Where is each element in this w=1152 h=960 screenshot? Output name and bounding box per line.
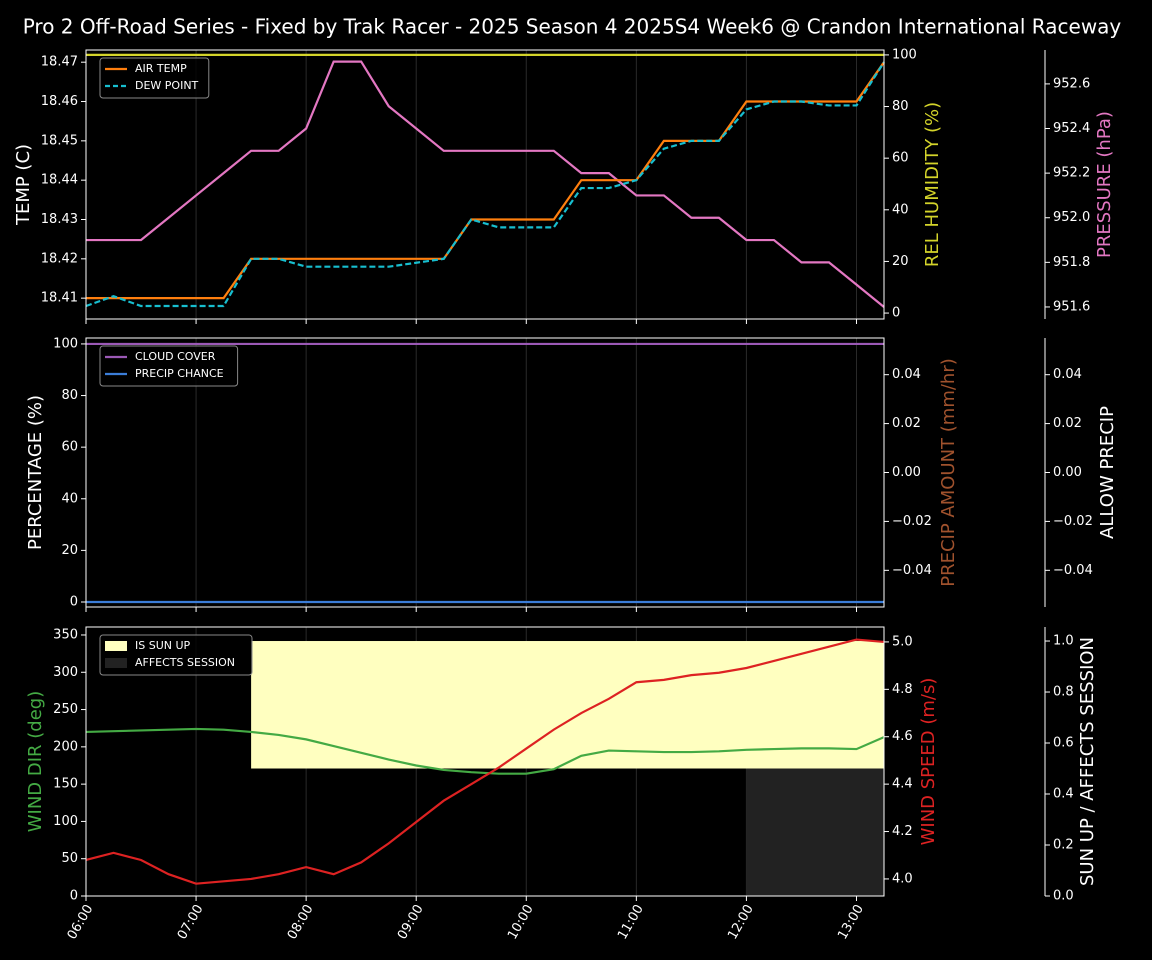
y-tick-label: 18.45 (41, 133, 78, 148)
y3-tick-label: 0.6 (1053, 736, 1074, 751)
y-tick-label: 18.46 (41, 94, 78, 109)
y3-tick-label: 1.0 (1053, 634, 1074, 649)
plot-frame (85, 337, 885, 608)
legend-label: PRECIP CHANCE (135, 367, 224, 380)
y-tick-label: 18.47 (41, 55, 78, 70)
y2-tick-label: 4.6 (892, 729, 913, 744)
y3-tick-label: −0.04 (1053, 563, 1093, 578)
y3-tick-label: −0.02 (1053, 514, 1093, 529)
y2-tick-label: 0.02 (892, 416, 921, 431)
y-tick-label: 350 (53, 627, 78, 642)
y-tick-label: 50 (61, 851, 78, 866)
y-tick-label: 150 (53, 777, 78, 792)
y2-tick-label: 4.0 (892, 871, 913, 886)
y-axis-label: TEMP (C) (13, 144, 34, 226)
y3-tick-label: 0.02 (1053, 416, 1082, 431)
y-tick-label: 250 (53, 702, 78, 717)
series-line (85, 727, 885, 775)
plot-frame (85, 626, 885, 897)
y2-tick-label: 0.04 (892, 367, 921, 382)
y3-axis-label: ALLOW PRECIP (1097, 406, 1118, 539)
span (251, 641, 884, 769)
legend-box (99, 57, 210, 99)
span (746, 768, 884, 896)
series-line (85, 638, 885, 885)
y-tick-label: 0 (70, 889, 78, 904)
y-tick-label: 60 (61, 440, 78, 455)
y3-tick-label: 952.2 (1053, 166, 1090, 181)
y-tick-label: 100 (53, 814, 78, 829)
y-tick-label: 18.43 (41, 212, 78, 227)
y2-axis-label: WIND SPEED (m/s) (918, 678, 939, 846)
y2-tick-label: 4.8 (892, 682, 913, 697)
y2-tick-label: 4.2 (892, 824, 913, 839)
y2-tick-label: 4.4 (892, 777, 913, 792)
y3-tick-label: 0.8 (1053, 685, 1074, 700)
y2-tick-label: 0 (892, 306, 900, 321)
y3-tick-label: 0.04 (1053, 367, 1082, 382)
y3-axis-label: SUN UP / AFFECTS SESSION (1077, 637, 1098, 886)
y3-tick-label: 951.6 (1053, 299, 1090, 314)
y-tick-label: 18.42 (41, 251, 78, 266)
plot-area (86, 50, 884, 319)
y2-tick-label: 80 (892, 99, 909, 114)
y-axis-label: WIND DIR (deg) (25, 691, 46, 833)
series-line (86, 60, 885, 308)
y-axis-label: PERCENTAGE (%) (25, 395, 46, 550)
y-tick-label: 100 (53, 336, 78, 351)
y2-tick-label: −0.02 (892, 514, 932, 529)
legend-swatch (105, 641, 127, 651)
legend-label: DEW POINT (135, 79, 199, 92)
legend-box (99, 634, 253, 676)
y-tick-label: 0 (70, 594, 78, 609)
y3-axis-label: PRESSURE (hPa) (1094, 111, 1115, 258)
series-line (86, 61, 885, 300)
y-tick-label: 300 (53, 665, 78, 680)
y-tick-label: 20 (61, 543, 78, 558)
y3-tick-label: 952.4 (1053, 121, 1090, 136)
legend-box (99, 345, 239, 387)
y3-tick-label: 951.8 (1053, 255, 1090, 270)
plot-frame (85, 49, 885, 320)
y3-tick-label: 0.2 (1053, 838, 1074, 853)
y2-tick-label: 0.00 (892, 465, 921, 480)
y2-tick-label: 20 (892, 254, 909, 269)
y3-tick-label: 0.0 (1053, 889, 1074, 904)
y-tick-label: 80 (61, 388, 78, 403)
legend-label: AFFECTS SESSION (135, 656, 235, 669)
chart-title: Pro 2 Off-Road Series - Fixed by Trak Ra… (23, 15, 1122, 39)
y2-tick-label: 60 (892, 151, 909, 166)
y2-axis-label: REL HUMIDITY (%) (922, 102, 943, 267)
legend-label: AIR TEMP (135, 62, 187, 75)
y-tick-label: 40 (61, 491, 78, 506)
y3-tick-label: 0.4 (1053, 787, 1074, 802)
y2-axis-label: PRECIP AMOUNT (mm/hr) (938, 358, 959, 587)
legend-label: IS SUN UP (135, 639, 191, 652)
series-line (85, 61, 885, 308)
y2-tick-label: 40 (892, 202, 909, 217)
legend-swatch (105, 658, 127, 668)
y2-tick-label: 5.0 (892, 634, 913, 649)
y3-tick-label: 952.0 (1053, 210, 1090, 225)
y-tick-label: 200 (53, 739, 78, 754)
legend-label: CLOUD COVER (135, 350, 216, 363)
y3-tick-label: 952.6 (1053, 76, 1090, 91)
y-tick-label: 18.41 (41, 291, 78, 306)
y2-tick-label: −0.04 (892, 563, 932, 578)
y-tick-label: 18.44 (41, 173, 78, 188)
y3-tick-label: 0.00 (1053, 465, 1082, 480)
y2-tick-label: 100 (892, 47, 917, 62)
